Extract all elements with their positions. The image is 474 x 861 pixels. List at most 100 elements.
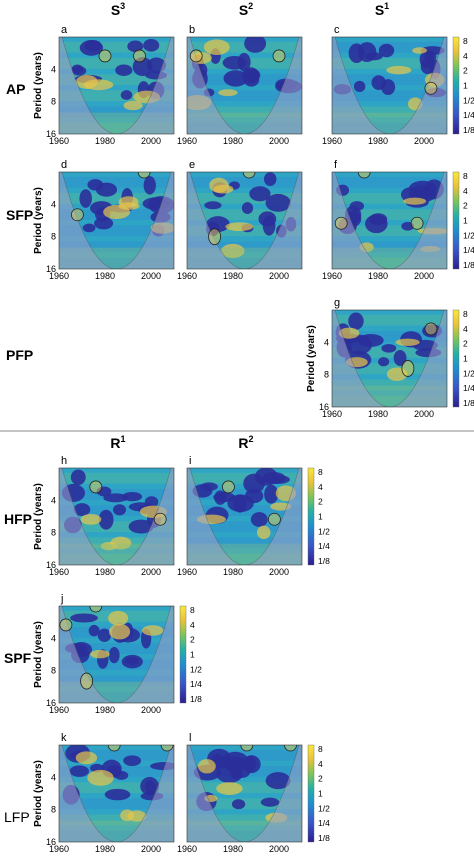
colorbar-tick-label: 1/2 [318,526,330,536]
x-tick-label: 1980 [95,271,115,281]
power-blob [82,223,96,233]
power-blob-high [209,177,229,193]
x-tick-label: 2000 [141,136,161,146]
panel-frame [58,605,175,704]
y-axis-label: Period (years) [33,187,44,254]
y-tick-label: 4 [324,337,329,347]
colorbar-tick-label: 2 [463,201,468,211]
power-blob [121,654,143,669]
column-header-s3: S3 [111,1,125,18]
x-tick-label: 2000 [269,844,289,854]
power-blob [88,624,100,637]
power-blob-high [386,65,412,75]
power-blob [223,70,248,87]
power-blob-high [412,47,427,54]
y-tick-label: 8 [51,97,56,107]
x-tick-label: 1980 [223,567,243,577]
power-blob [120,90,133,100]
x-tick-label: 1980 [95,136,115,146]
colorbar-tick-label: 8 [463,36,468,46]
y-axis-label: Period (years) [33,483,44,550]
panel-frame [58,36,175,135]
power-blob [420,46,445,56]
heatmap-field [332,310,447,407]
panel-frame [58,467,175,566]
power-blob-high [141,625,164,636]
x-tick-label: 1980 [368,271,388,281]
colorbar-tick-label: 4 [463,324,468,334]
power-blob [265,193,291,212]
power-blob [98,509,114,530]
power-blob-high [90,649,110,659]
power-blob-high [108,610,129,626]
significance-contour [240,745,254,752]
colorbar-tick-label: 4 [318,482,323,492]
heatmap-field [187,37,302,134]
x-tick-label: 1960 [177,271,197,281]
power-blob [144,496,159,508]
colorbar-tick-label: 1/4 [463,383,474,393]
y-tick-label: 16 [46,264,56,274]
colorbar [452,36,460,135]
heatmap-field [59,172,174,269]
colorbar-tick-label: 2 [318,774,323,784]
colorbar-tick-label: 8 [318,744,323,754]
colorbar-tick-label: 2 [190,635,195,645]
colorbar-tick-label: 1/4 [318,818,330,828]
cone-of-influence [59,606,174,703]
power-blob [353,80,366,93]
power-blob-high [395,338,420,346]
cone-of-influence [332,172,447,269]
power-blob [249,186,271,202]
row-label-lfp: LFP [4,809,30,825]
significance-contour [221,480,235,494]
power-blob [123,755,142,767]
panel-letter: d [61,159,67,171]
power-blob [128,519,154,534]
power-blob-high [108,623,131,640]
power-blob [143,39,160,52]
power-blob-high [338,327,360,339]
y-tick-label: 16 [319,402,329,412]
colorbar-tick-label: 1/8 [190,694,202,704]
colorbar-tick-label: 1 [463,354,468,364]
panel-letter: i [189,455,191,467]
power-blob [104,788,131,801]
significance-contour [242,172,256,179]
x-tick-label: 2000 [269,567,289,577]
colorbar-tick-label: 1/2 [190,664,202,674]
power-blob [213,492,236,503]
colorbar [452,171,460,270]
colorbar-tick-label: 1/8 [318,556,330,566]
x-tick-label: 1960 [322,271,342,281]
significance-contour [71,208,84,222]
panel-frame [58,171,175,270]
panel-frame [331,309,448,408]
panel-letter: l [189,732,191,744]
x-tick-label: 1960 [322,136,342,146]
power-blob-high [203,39,230,55]
colorbar-tick-label: 4 [190,620,195,630]
power-blob [96,486,112,497]
colorbar-tick-label: 1/4 [463,245,474,255]
column-header-r1: R1 [110,434,125,451]
power-blob [260,797,280,807]
x-tick-label: 1980 [95,567,115,577]
power-blob [365,52,383,61]
row-label-spf: SPF [4,650,32,666]
x-tick-label: 2000 [141,705,161,715]
colorbar-tick-label: 4 [463,51,468,61]
power-blob [393,350,407,366]
x-tick-label: 2000 [414,271,434,281]
power-blob [122,491,143,502]
colorbar-tick-label: 2 [463,339,468,349]
heatmap-field [59,745,174,842]
power-blob-high [110,536,132,550]
panel-frame [331,36,448,135]
power-blob [378,43,395,58]
y-tick-label: 16 [46,698,56,708]
